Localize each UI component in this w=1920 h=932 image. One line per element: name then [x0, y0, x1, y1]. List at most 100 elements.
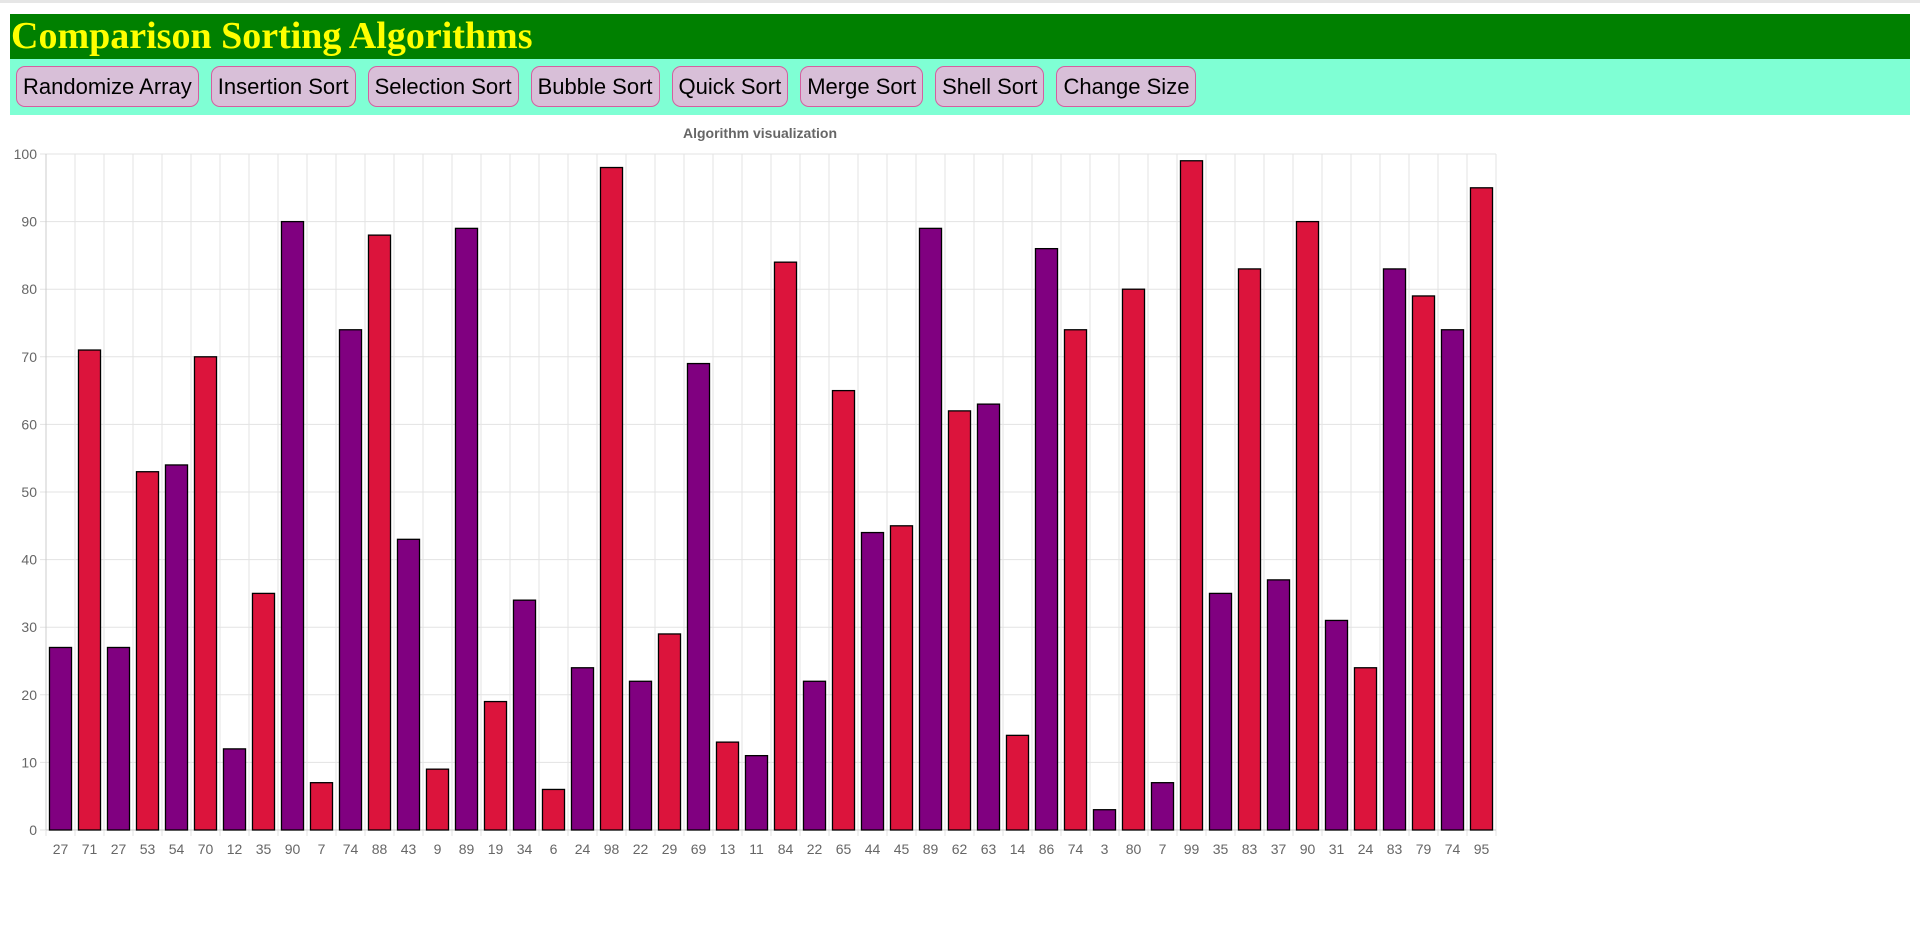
- page-title: Comparison Sorting Algorithms: [11, 15, 533, 57]
- bar: [918, 227, 943, 831]
- bar: [338, 329, 363, 831]
- x-tick-label: 89: [923, 841, 939, 857]
- x-tick-label: 98: [604, 841, 620, 857]
- y-tick-label: 80: [21, 281, 37, 297]
- x-tick-label: 74: [1068, 841, 1084, 857]
- x-tick-label: 27: [111, 841, 127, 857]
- bar: [1150, 782, 1175, 831]
- bar: [135, 471, 160, 831]
- bar: [454, 227, 479, 831]
- bar: [889, 525, 914, 831]
- bar: [1237, 268, 1262, 831]
- bar: [1353, 667, 1378, 831]
- y-tick-label: 20: [21, 687, 37, 703]
- chart-container: Algorithm visualization 0 10 20 30 40 50 60 70 8…: [0, 118, 1520, 878]
- bar: [367, 234, 392, 831]
- x-tick-label: 24: [575, 841, 591, 857]
- x-tick-label: 13: [720, 841, 736, 857]
- toolbar: Randomize Array Insertion Sort Selection…: [10, 59, 1910, 115]
- bar-chart: Algorithm visualization 0 10 20 30 40 50 60 70 8…: [14, 125, 1497, 857]
- bar: [396, 538, 421, 831]
- shell-sort-button[interactable]: Shell Sort: [935, 66, 1045, 107]
- selection-sort-button[interactable]: Selection Sort: [367, 66, 519, 107]
- y-tick-label: 40: [21, 552, 37, 568]
- bar: [483, 700, 508, 831]
- x-tick-label: 62: [952, 841, 968, 857]
- bar: [657, 633, 682, 831]
- bar: [570, 667, 595, 831]
- bar: [222, 748, 247, 831]
- bar: [686, 362, 711, 831]
- bar: [164, 464, 189, 831]
- x-tick-label: 65: [836, 841, 852, 857]
- bar: [106, 646, 131, 831]
- x-tick-label: 11: [749, 841, 764, 857]
- bar: [1411, 295, 1436, 831]
- x-tick-label: 7: [318, 841, 326, 857]
- bar: [1266, 579, 1291, 831]
- x-tick-label: 70: [198, 841, 214, 857]
- x-tick-label: 83: [1387, 841, 1403, 857]
- bar: [193, 356, 218, 831]
- bar: [1063, 329, 1088, 831]
- randomize-array-button[interactable]: Randomize Array: [16, 66, 199, 107]
- bar: [744, 754, 769, 831]
- insertion-sort-button[interactable]: Insertion Sort: [210, 66, 356, 107]
- x-tick-label: 84: [778, 841, 794, 857]
- y-tick-label: 30: [21, 619, 37, 635]
- x-tick-label: 35: [1213, 841, 1229, 857]
- bar: [1324, 619, 1349, 831]
- top-border: [0, 0, 1920, 3]
- bar: [1440, 329, 1465, 831]
- x-tick-label: 69: [691, 841, 707, 857]
- x-tick-label: 79: [1416, 841, 1432, 857]
- merge-sort-button[interactable]: Merge Sort: [800, 66, 924, 107]
- bar: [541, 788, 566, 831]
- x-tick-label: 53: [140, 841, 156, 857]
- x-tick-label: 31: [1329, 841, 1345, 857]
- bar: [425, 768, 450, 831]
- x-tick-label: 90: [285, 841, 301, 857]
- x-tick-label: 35: [256, 841, 272, 857]
- bar: [309, 782, 334, 831]
- y-tick-label: 0: [29, 822, 37, 838]
- x-tick-label: 95: [1474, 841, 1490, 857]
- quick-sort-button[interactable]: Quick Sort: [671, 66, 789, 107]
- y-tick-label: 10: [21, 754, 37, 770]
- x-tick-label: 90: [1300, 841, 1316, 857]
- page-header: Comparison Sorting Algorithms: [10, 14, 1910, 59]
- bar: [77, 349, 102, 831]
- x-tick-label: 12: [227, 841, 243, 857]
- x-tick-label: 43: [401, 841, 417, 857]
- x-tick-label: 19: [488, 841, 504, 857]
- change-size-button[interactable]: Change Size: [1056, 66, 1197, 107]
- bubble-sort-button[interactable]: Bubble Sort: [530, 66, 660, 107]
- y-tick-label: 50: [21, 484, 37, 500]
- bar: [1034, 247, 1059, 831]
- chart-title: Algorithm visualization: [683, 125, 837, 141]
- x-tick-label: 80: [1126, 841, 1142, 857]
- x-tick-label: 22: [633, 841, 649, 857]
- x-tick-label: 45: [894, 841, 910, 857]
- bar: [947, 410, 972, 831]
- y-tick-label: 70: [21, 349, 37, 365]
- x-tick-label: 29: [662, 841, 678, 857]
- bar: [1208, 592, 1233, 831]
- bar: [831, 389, 856, 831]
- bar: [802, 680, 827, 831]
- bar: [860, 531, 885, 831]
- bar: [251, 592, 276, 831]
- bar: [773, 261, 798, 831]
- x-tick-label: 22: [807, 841, 823, 857]
- bar: [280, 220, 305, 831]
- x-tick-label: 6: [550, 841, 558, 857]
- x-tick-label: 86: [1039, 841, 1055, 857]
- x-tick-label: 9: [434, 841, 442, 857]
- x-tick-label: 89: [459, 841, 475, 857]
- x-tick-label: 54: [169, 841, 185, 857]
- y-tick-label: 90: [21, 214, 37, 230]
- x-tick-label: 27: [53, 841, 69, 857]
- bar: [976, 403, 1001, 831]
- bar: [1092, 809, 1117, 831]
- bar: [715, 741, 740, 831]
